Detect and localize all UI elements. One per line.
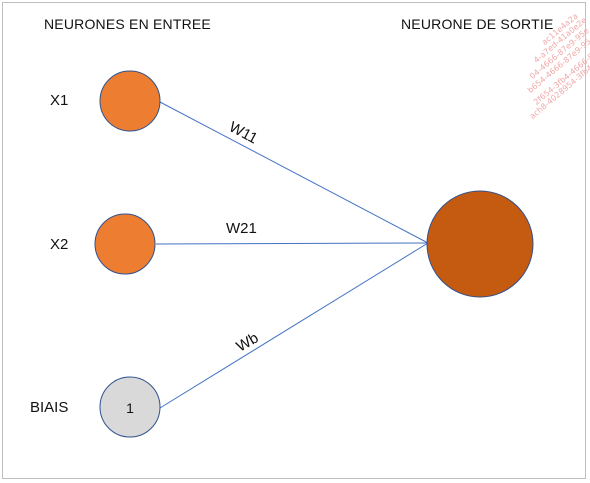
inputs-heading: NEURONES EN ENTREE [44,16,211,32]
edge-bias-output [159,242,429,409]
neuron-x1 [99,70,161,132]
neuron-output [426,190,534,298]
weight-label-w11: W11 [226,119,260,148]
bias-value: 1 [126,400,134,416]
label-x2: X2 [50,236,69,253]
neuron-x2 [94,213,156,275]
weight-label-wb: Wb [234,329,262,355]
output-heading: NEURONE DE SORTIE [401,16,554,32]
label-bias: BIAIS [30,399,69,416]
edge-x2-output [155,242,429,245]
watermark: ac11e4a2a 4-a7ed-41a0e2e 04-4666-87e9-95… [480,0,590,120]
diagram-frame [2,2,586,479]
edge-x1-output [159,101,429,244]
label-x1: X1 [50,92,69,109]
neuron-bias [99,376,161,438]
weight-label-w21: W21 [226,220,257,237]
